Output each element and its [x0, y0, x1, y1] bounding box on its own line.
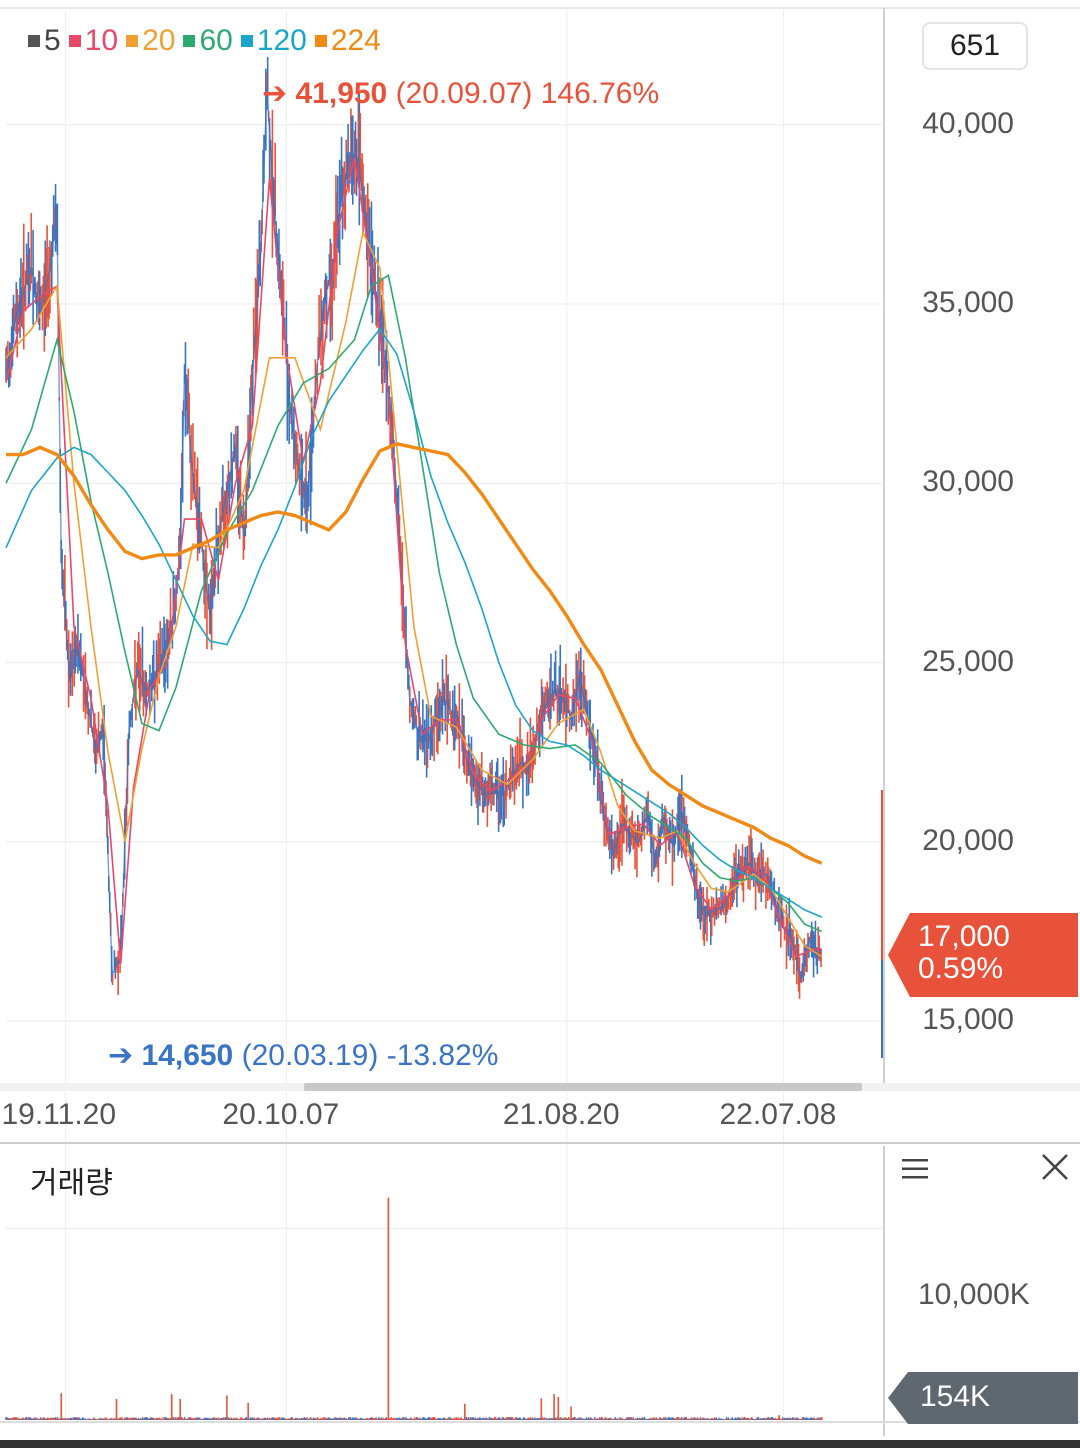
legend-label: 10	[84, 24, 119, 57]
legend-label: 120	[256, 24, 307, 57]
moving-average-lines	[5, 156, 823, 964]
close-icon[interactable]	[1040, 1152, 1070, 1182]
scrollbar-thumb	[304, 1083, 862, 1091]
legend-label: 224	[330, 24, 381, 57]
x-tick-label: 22.07.08	[719, 1098, 837, 1131]
legend-item-60[interactable]: 60	[183, 24, 233, 58]
grid-lines	[6, 10, 882, 1420]
high-value: 41,950	[295, 77, 388, 110]
price-line	[5, 88, 823, 979]
high-annotation: ➔ 41,950 (20.09.07) 146.76%	[262, 76, 659, 111]
y-tick-label: 15,000	[922, 1003, 1014, 1037]
current-price-text: 17,000 0.59%	[918, 921, 1010, 985]
menu-icon[interactable]	[900, 1156, 930, 1182]
current-volume: 154K	[920, 1380, 991, 1413]
y-tick-label: 20,000	[922, 823, 1014, 857]
chart-frame	[0, 7, 1080, 1448]
x-tick-label: 19.11.20	[1, 1098, 117, 1131]
legend-swatch	[240, 35, 253, 47]
ma-line-20	[5, 229, 823, 958]
legend-swatch	[28, 35, 40, 47]
volume-y-label: 10,000K	[918, 1278, 1030, 1311]
legend-item-10[interactable]: 10	[68, 24, 119, 58]
legend-item-20[interactable]: 20	[126, 24, 175, 58]
ma-legend: 5 10 20 60 120 224	[28, 24, 381, 58]
ma-line-60	[5, 274, 823, 933]
y-tick-label: 35,000	[922, 285, 1014, 319]
ma-line-5	[5, 156, 822, 964]
low-change: -13.82%	[386, 1039, 499, 1072]
current-price: 17,000	[918, 920, 1010, 953]
arrow-right-icon: ➔	[108, 1039, 134, 1072]
x-tick-label: 21.08.20	[502, 1098, 620, 1131]
y-tick-label: 30,000	[922, 465, 1014, 499]
legend-item-224[interactable]: 224	[314, 24, 381, 58]
low-annotation: ➔ 14,650 (20.03.19) -13.82%	[108, 1038, 498, 1073]
legend-swatch	[68, 35, 81, 47]
legend-item-120[interactable]: 120	[240, 24, 307, 58]
high-date: (20.09.07)	[395, 77, 533, 110]
legend-item-5[interactable]: 5	[28, 24, 61, 58]
y-tick-label: 25,000	[922, 644, 1014, 678]
low-value: 14,650	[141, 1039, 234, 1072]
legend-swatch	[314, 35, 327, 47]
high-change: 146.76%	[540, 77, 660, 110]
legend-label: 20	[142, 24, 176, 57]
legend-swatch	[126, 35, 139, 47]
legend-label: 5	[44, 24, 61, 57]
period-input[interactable]: 651	[922, 22, 1028, 70]
x-tick-label: 20.10.07	[222, 1098, 340, 1131]
low-date: (20.03.19)	[241, 1039, 379, 1072]
y-tick-label: 40,000	[922, 106, 1014, 140]
volume-series	[5, 1197, 823, 1420]
ma-line-120	[5, 327, 823, 918]
current-change: 0.59%	[918, 952, 1004, 985]
legend-label: 60	[199, 24, 233, 57]
volume-title: 거래량	[30, 1167, 113, 1200]
ma-line-224	[6, 442, 823, 865]
legend-swatch	[183, 35, 196, 47]
arrow-right-icon: ➔	[262, 77, 288, 110]
current-price-tag	[888, 913, 1078, 997]
current-volume-tag	[888, 1372, 1078, 1424]
bottom-bar	[0, 1440, 1080, 1448]
